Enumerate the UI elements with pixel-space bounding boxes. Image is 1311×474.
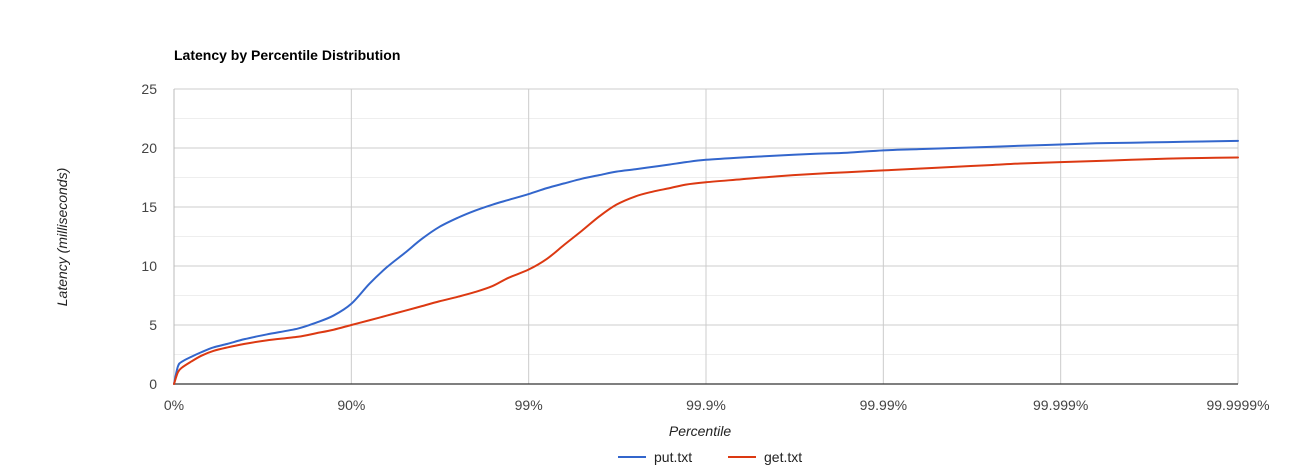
x-tick-label: 99.9999%	[1206, 397, 1269, 413]
x-tick-label: 0%	[164, 397, 184, 413]
series-line-put-txt	[173, 139, 1239, 385]
grid-lines	[173, 88, 1239, 385]
y-tick-label: 5	[149, 317, 157, 333]
y-tick-label: 15	[141, 199, 157, 215]
x-axis-ticks: 0% 90% 99% 99.9% 99.99% 99.999% 99.9999%	[164, 397, 1270, 413]
legend: put.txt get.txt	[618, 449, 802, 465]
y-tick-label: 20	[141, 140, 157, 156]
series-line-get-txt	[173, 156, 1239, 385]
x-tick-label: 99.99%	[860, 397, 907, 413]
y-axis-label: Latency (milliseconds)	[54, 168, 70, 307]
series-lines	[173, 139, 1239, 385]
legend-label: put.txt	[654, 449, 692, 465]
x-tick-label: 99.999%	[1033, 397, 1088, 413]
x-tick-label: 99.9%	[686, 397, 726, 413]
x-axis-label: Percentile	[669, 423, 731, 439]
legend-item[interactable]: put.txt	[618, 449, 692, 465]
y-axis-ticks: 0 5 10 15 20 25	[141, 81, 157, 392]
legend-label: get.txt	[764, 449, 802, 465]
y-tick-label: 25	[141, 81, 157, 97]
x-tick-label: 90%	[337, 397, 365, 413]
chart-title: Latency by Percentile Distribution	[174, 47, 400, 63]
x-tick-label: 99%	[515, 397, 543, 413]
y-tick-label: 0	[149, 376, 157, 392]
y-tick-label: 10	[141, 258, 157, 274]
legend-item[interactable]: get.txt	[728, 449, 802, 465]
